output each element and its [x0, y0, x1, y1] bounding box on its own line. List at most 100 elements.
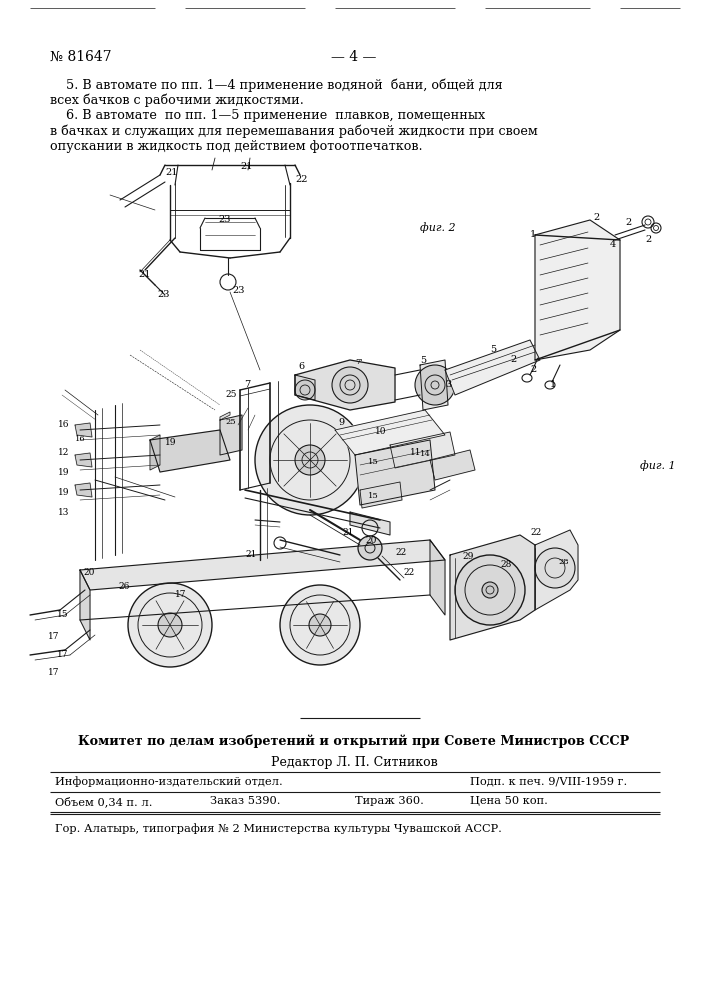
Polygon shape [430, 540, 445, 615]
Circle shape [158, 613, 182, 637]
Text: 5: 5 [420, 356, 426, 365]
Text: 29: 29 [462, 552, 474, 561]
Text: 23: 23 [157, 290, 170, 299]
Text: 5. В автомате по пп. 1—4 применение водяной  бани, общей для: 5. В автомате по пп. 1—4 применение водя… [50, 78, 503, 92]
Circle shape [255, 405, 365, 515]
Text: Гор. Алатырь, типография № 2 Министерства культуры Чувашской АССР.: Гор. Алатырь, типография № 2 Министерств… [55, 823, 502, 834]
Text: 19: 19 [165, 438, 177, 447]
Polygon shape [75, 483, 92, 497]
Text: опускании в жидкость под действием фотоотпечатков.: опускании в жидкость под действием фотоо… [50, 140, 423, 153]
Circle shape [455, 555, 525, 625]
Polygon shape [80, 540, 445, 590]
Text: 16: 16 [58, 420, 69, 429]
Text: Подп. к печ. 9/VIII-1959 г.: Подп. к печ. 9/VIII-1959 г. [470, 776, 627, 786]
Text: 2: 2 [530, 365, 536, 374]
Circle shape [482, 582, 498, 598]
Text: № 81647: № 81647 [50, 50, 112, 64]
Polygon shape [355, 440, 435, 505]
Text: — 4 —: — 4 — [332, 50, 377, 64]
Text: 20: 20 [83, 568, 94, 577]
Text: 7: 7 [244, 380, 250, 389]
Polygon shape [335, 410, 445, 455]
Text: 17: 17 [57, 650, 69, 659]
Circle shape [358, 536, 382, 560]
Text: 16: 16 [75, 435, 86, 443]
Circle shape [280, 585, 360, 665]
Text: 17: 17 [48, 668, 59, 677]
Polygon shape [420, 360, 448, 410]
Text: 19: 19 [58, 488, 69, 497]
Text: 2: 2 [625, 218, 631, 227]
Text: 11: 11 [410, 448, 421, 457]
Text: 19: 19 [58, 468, 69, 477]
Text: в бачках и служащих для перемешавания рабочей жидкости при своем: в бачках и служащих для перемешавания ра… [50, 124, 538, 138]
Polygon shape [75, 453, 92, 467]
Polygon shape [430, 450, 475, 480]
Text: 17: 17 [48, 632, 59, 641]
Polygon shape [535, 530, 578, 610]
Text: Заказ 5390.: Заказ 5390. [210, 796, 281, 806]
Text: 23: 23 [232, 286, 245, 295]
Text: 10: 10 [375, 427, 387, 436]
Text: фиг. 1: фиг. 1 [640, 460, 676, 471]
Polygon shape [295, 360, 395, 410]
Polygon shape [450, 535, 535, 640]
Text: 5: 5 [490, 345, 496, 354]
Text: 6. В автомате  по пп. 1—5 применение  плавков, помещенных: 6. В автомате по пп. 1—5 применение плав… [50, 109, 485, 122]
Text: 21: 21 [342, 528, 354, 537]
Polygon shape [220, 412, 230, 420]
Text: 22: 22 [395, 548, 407, 557]
Text: Комитет по делам изобретений и открытий при Совете Министров СССР: Комитет по делам изобретений и открытий … [78, 735, 630, 748]
Text: 13: 13 [58, 508, 69, 517]
Text: 2: 2 [645, 235, 651, 244]
Text: 6: 6 [298, 362, 304, 371]
Text: 4: 4 [610, 240, 617, 249]
Polygon shape [75, 423, 92, 437]
Circle shape [295, 445, 325, 475]
Polygon shape [295, 375, 315, 400]
Text: фиг. 2: фиг. 2 [420, 222, 455, 233]
Polygon shape [390, 432, 455, 468]
Text: 22: 22 [403, 568, 414, 577]
Text: 15: 15 [368, 492, 379, 500]
Polygon shape [150, 430, 230, 472]
Polygon shape [350, 512, 390, 535]
Text: 23: 23 [218, 215, 230, 224]
Circle shape [128, 583, 212, 667]
Text: 2: 2 [593, 213, 600, 222]
Polygon shape [360, 482, 402, 508]
Text: 1: 1 [550, 380, 556, 389]
Circle shape [332, 367, 368, 403]
Text: 14: 14 [420, 450, 431, 458]
Polygon shape [150, 435, 160, 470]
Text: 7': 7' [355, 358, 363, 366]
Polygon shape [445, 340, 540, 395]
Text: 25: 25 [225, 390, 237, 399]
Text: 21: 21 [165, 168, 177, 177]
Text: 9: 9 [338, 418, 344, 427]
Text: 28: 28 [500, 560, 511, 569]
Text: 15: 15 [57, 610, 69, 619]
Text: 3: 3 [445, 380, 451, 389]
Text: 21: 21 [245, 550, 257, 559]
Text: 28: 28 [558, 558, 568, 566]
Polygon shape [220, 415, 242, 455]
Polygon shape [535, 220, 620, 360]
Text: 22: 22 [295, 175, 308, 184]
Text: 2: 2 [510, 355, 516, 364]
Text: 20: 20 [365, 536, 376, 545]
Text: Тираж 360.: Тираж 360. [355, 796, 424, 806]
Polygon shape [80, 570, 90, 640]
Text: 1: 1 [530, 230, 536, 239]
Text: Объем 0,34 п. л.: Объем 0,34 п. л. [55, 796, 153, 807]
Circle shape [295, 380, 315, 400]
Text: 25: 25 [225, 418, 235, 426]
Circle shape [309, 614, 331, 636]
Text: Редактор Л. П. Ситников: Редактор Л. П. Ситников [271, 756, 438, 769]
Text: 21: 21 [138, 270, 151, 279]
Circle shape [535, 548, 575, 588]
Text: всех бачков с рабочими жидкостями.: всех бачков с рабочими жидкостями. [50, 94, 304, 107]
Text: 12: 12 [58, 448, 69, 457]
Circle shape [415, 365, 455, 405]
Text: 26: 26 [118, 582, 129, 591]
